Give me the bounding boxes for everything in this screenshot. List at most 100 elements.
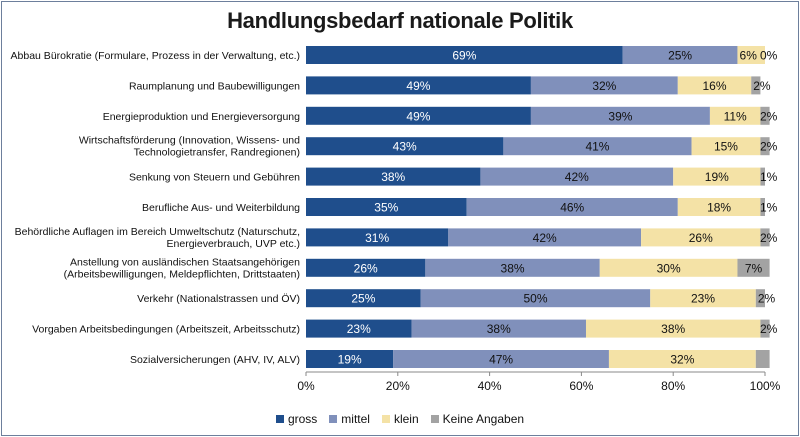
x-tick-label: 100% — [750, 379, 781, 393]
data-label: 30% — [657, 261, 681, 275]
bar-segment-gross — [306, 228, 449, 247]
chart-legend: gross mittel klein Keine Angaben — [0, 412, 800, 426]
legend-item-keine-angaben: Keine Angaben — [430, 412, 524, 426]
data-label: 11% — [724, 109, 747, 123]
data-label: 1% — [760, 201, 778, 215]
bar-segment-keine-angaben — [760, 167, 765, 186]
bar-segment-keine-angaben — [751, 76, 761, 95]
bar-segment-mittel — [480, 167, 674, 186]
category-label: Energieproduktion und Energieversorgung — [103, 111, 300, 123]
data-label: 2% — [758, 292, 776, 306]
bar-segment-mittel — [448, 228, 642, 247]
data-label: 19% — [705, 170, 729, 184]
data-label: 43% — [393, 140, 417, 154]
bar-segment-gross — [306, 289, 421, 308]
bar-segment-keine-angaben — [760, 137, 770, 156]
bar-segment-mittel — [622, 46, 738, 64]
bar-segment-klein — [709, 106, 761, 125]
data-label: 2% — [760, 140, 778, 154]
data-label: 32% — [670, 353, 694, 367]
bar-segment-gross — [306, 319, 412, 338]
data-label: 2% — [753, 79, 771, 93]
data-label: 7% — [745, 261, 763, 275]
category-label: Anstellung von ausländischen Staatsangeh… — [64, 256, 301, 280]
data-label: 32% — [592, 79, 616, 93]
bar-segment-gross — [306, 137, 504, 156]
legend-label: klein — [393, 412, 419, 426]
x-tick-label: 40% — [478, 379, 502, 393]
bar-segment-keine-angaben — [760, 198, 765, 216]
bar-segment-klein — [641, 228, 761, 247]
bar-segment-klein — [677, 198, 761, 216]
data-label: 6% — [740, 49, 758, 63]
data-label: 38% — [501, 261, 525, 275]
data-label: 15% — [714, 140, 738, 154]
data-label: 38% — [487, 322, 511, 336]
data-label: 2% — [760, 322, 778, 336]
bar-segment-gross — [306, 258, 426, 277]
data-label: 25% — [668, 49, 692, 63]
data-label: 2% — [760, 231, 778, 245]
legend-label: gross — [287, 412, 318, 426]
data-label: 41% — [585, 140, 609, 154]
bar-segment-gross — [306, 76, 531, 95]
data-label: 49% — [406, 79, 430, 93]
legend-swatch — [329, 415, 338, 423]
data-label: 25% — [351, 292, 375, 306]
data-label: 26% — [689, 231, 713, 245]
bar-segment-keine-angaben — [755, 289, 765, 308]
x-tick-label: 60% — [569, 379, 593, 393]
legend-swatch — [381, 415, 390, 423]
bar-segment-keine-angaben — [755, 350, 770, 368]
data-label: 50% — [523, 292, 547, 306]
bar-segment-keine-angaben — [737, 258, 770, 277]
x-tick-label: 0% — [297, 379, 315, 393]
category-label: Sozialversicherungen (AHV, IV, ALV) — [130, 354, 300, 366]
data-label: 31% — [365, 231, 389, 245]
bar-segment-klein — [677, 76, 752, 95]
legend-item-mittel: mittel — [329, 412, 370, 426]
x-tick-label: 20% — [386, 379, 410, 393]
bar-segment-klein — [585, 319, 761, 338]
bar-segment-gross — [306, 167, 481, 186]
bar-segment-mittel — [425, 258, 600, 277]
category-label: Vorgaben Arbeitsbedingungen (Arbeitszeit… — [32, 324, 300, 336]
legend-swatch — [275, 415, 284, 423]
data-label: 0% — [760, 49, 778, 63]
data-label: 35% — [374, 201, 398, 215]
bar-segment-gross — [306, 46, 623, 64]
bar-segment-klein — [737, 46, 765, 64]
legend-label: mittel — [341, 412, 370, 426]
bar-segment-mittel — [420, 289, 651, 308]
bar-segment-gross — [306, 350, 394, 368]
data-label: 2% — [760, 109, 778, 123]
bar-segment-mittel — [530, 106, 710, 125]
data-label: 49% — [406, 109, 430, 123]
category-label: Behördliche Auflagen im Bereich Umweltsc… — [15, 226, 300, 250]
legend-swatch — [430, 415, 439, 423]
data-label: 38% — [661, 322, 685, 336]
bar-segment-mittel — [466, 198, 678, 216]
data-label: 18% — [707, 201, 731, 215]
bar-segment-keine-angaben — [760, 319, 770, 338]
legend-item-gross: gross — [275, 412, 318, 426]
x-tick-label: 80% — [661, 379, 685, 393]
bar-segment-klein — [599, 258, 738, 277]
bar-segment-mittel — [503, 137, 692, 156]
data-label: 42% — [533, 231, 557, 245]
bar-segment-mittel — [393, 350, 609, 368]
bar-segment-gross — [306, 198, 467, 216]
bar-segment-mittel — [411, 319, 586, 338]
data-label: 19% — [338, 353, 362, 367]
bar-segment-klein — [673, 167, 761, 186]
data-label: 42% — [565, 170, 589, 184]
data-label: 16% — [702, 79, 726, 93]
category-label: Verkehr (Nationalstrassen und ÖV) — [137, 293, 300, 305]
bar-segment-klein — [691, 137, 761, 156]
category-label: Abbau Bürokratie (Formulare, Prozess in … — [11, 50, 300, 62]
category-label: Berufliche Aus- und Weiterbildung — [142, 202, 300, 214]
legend-item-klein: klein — [381, 412, 419, 426]
category-label: Wirtschaftsförderung (Innovation, Wissen… — [79, 135, 300, 159]
bar-segment-keine-angaben — [760, 228, 770, 247]
